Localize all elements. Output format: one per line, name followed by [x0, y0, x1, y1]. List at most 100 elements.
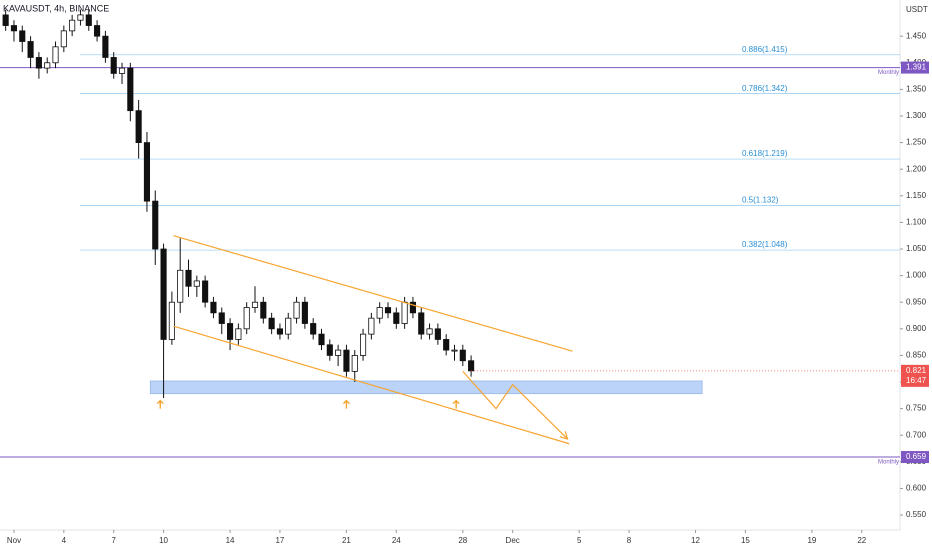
candle-body — [418, 312, 425, 335]
y-tick-label: 0.700 — [906, 430, 927, 439]
candle-body — [434, 328, 441, 340]
candle-body — [168, 301, 175, 340]
candle-body — [384, 307, 392, 314]
x-tick-label: 12 — [691, 536, 700, 545]
candle-body — [27, 41, 34, 58]
x-tick-label: 4 — [62, 536, 67, 545]
plot: 0.886(1.415) 0.786(1.342) 0.618(1.219) 0.5(… — [0, 9, 900, 466]
y-tick-label: 0.950 — [906, 297, 927, 306]
candle-body — [276, 328, 284, 335]
up-arrow — [342, 399, 350, 409]
candle-body — [318, 333, 325, 346]
candle-body — [135, 110, 142, 143]
candle-body — [326, 344, 333, 356]
candle-body — [459, 349, 466, 362]
y-tick-label: 0.600 — [906, 484, 927, 493]
candle-body — [85, 14, 92, 26]
countdown-label: 16:47 — [906, 376, 927, 385]
candle-body — [335, 349, 342, 356]
y-tick-label: 0.900 — [906, 324, 927, 333]
candle-body — [301, 301, 308, 324]
candle-body — [60, 30, 67, 48]
candle-body — [2, 14, 9, 26]
candle-body — [177, 269, 184, 303]
candle-body — [409, 301, 416, 314]
candle-body — [393, 312, 400, 324]
x-tick-label: 10 — [159, 536, 168, 545]
y-tick-label: 1.350 — [906, 84, 927, 93]
up-arrow — [156, 399, 164, 409]
candle-body — [202, 280, 209, 303]
x-tick-label: Dec — [506, 536, 520, 545]
candle-body — [285, 317, 292, 335]
y-axis-label: USDT — [906, 5, 928, 14]
candle-body — [19, 30, 26, 42]
y-tick-label: 0.750 — [906, 404, 927, 413]
monthly-name: Monthly — [878, 70, 899, 76]
candle-body — [426, 328, 433, 335]
candle-body — [251, 301, 259, 308]
candle-body — [359, 333, 367, 356]
price-tag — [901, 61, 929, 74]
candle-body — [44, 62, 51, 69]
fib-label: 0.5(1.132) — [742, 195, 779, 204]
y-tick-label: 0.850 — [906, 351, 927, 360]
x-tick-label: 8 — [627, 536, 632, 545]
candle-body — [368, 317, 375, 335]
y-tick-label: 1.050 — [906, 244, 927, 253]
fib-label: 0.886(1.415) — [742, 45, 788, 54]
x-tick-label: 17 — [275, 536, 284, 545]
candle-body — [468, 360, 475, 372]
candle-body — [127, 67, 134, 112]
channel-upper — [173, 235, 573, 352]
candle-body — [10, 25, 18, 32]
price-tag-label: 0.659 — [906, 452, 927, 461]
y-tick-label: 1.100 — [906, 218, 927, 227]
up-arrow — [452, 399, 460, 409]
y-tick-label: 1.200 — [906, 164, 927, 173]
x-tick-label: 24 — [392, 536, 401, 545]
candle-body — [35, 57, 42, 69]
price-tag — [901, 451, 929, 464]
y-tick-label: 1.450 — [906, 31, 927, 40]
last-price-tag — [901, 364, 929, 387]
candle-body — [94, 25, 101, 37]
fib-label: 0.382(1.048) — [742, 240, 788, 249]
x-tick-label: 22 — [857, 536, 866, 545]
candle-body — [152, 200, 159, 250]
chart-title: KAVAUSDT, 4h, BINANCE — [3, 3, 109, 13]
candle-body — [52, 46, 59, 64]
candle-body — [143, 142, 151, 202]
support-zone — [149, 380, 703, 395]
y-tick-label: 1.250 — [906, 138, 927, 147]
y-tick-label: 1.000 — [906, 271, 927, 280]
candle-body — [235, 328, 242, 340]
x-tick-label: 14 — [226, 536, 235, 545]
arrow-head — [559, 431, 569, 440]
candle-body — [293, 301, 300, 319]
fib-label: 0.618(1.219) — [742, 149, 788, 158]
candle-body — [401, 301, 408, 324]
candle-body — [210, 301, 217, 314]
x-tick-label: Nov — [7, 536, 21, 545]
x-tick-label: 15 — [741, 536, 750, 545]
candle-body — [160, 248, 167, 340]
x-tick-label: 7 — [111, 536, 116, 545]
candle-body — [268, 317, 275, 330]
y-tick-label: 0.550 — [906, 510, 927, 519]
candle-body — [193, 280, 200, 287]
candle-body — [102, 35, 109, 58]
fib-label: 0.786(1.342) — [742, 84, 788, 93]
x-tick-label: 5 — [577, 536, 582, 545]
candle-body — [218, 312, 225, 324]
candle-body — [376, 307, 383, 319]
candle-body — [351, 355, 358, 372]
candle-body — [118, 67, 126, 74]
y-tick-label: 1.300 — [906, 111, 927, 120]
candle-body — [343, 349, 350, 372]
channel-lower — [173, 325, 570, 445]
candle-body — [77, 14, 84, 21]
candle-body — [69, 19, 76, 32]
